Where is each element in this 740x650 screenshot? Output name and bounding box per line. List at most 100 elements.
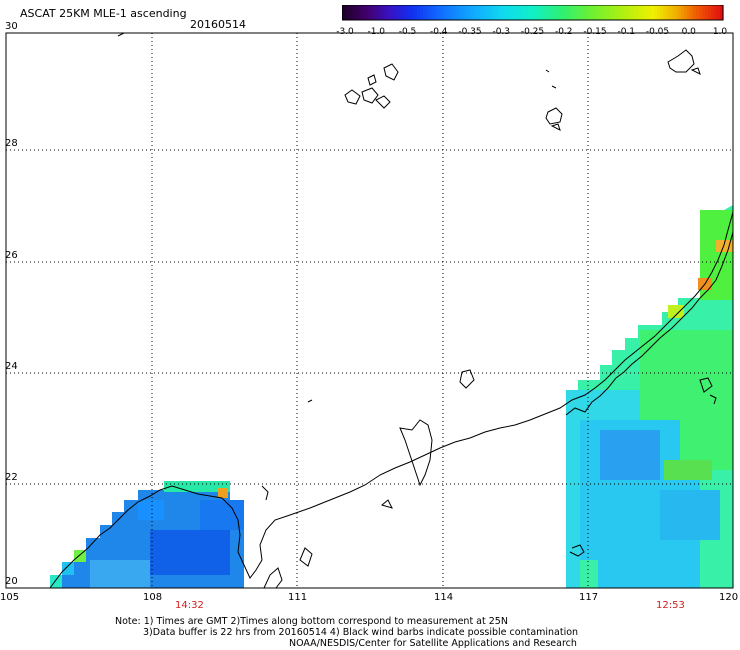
colorbar-label: -0.15 — [583, 27, 607, 37]
colorbar-cell — [399, 5, 403, 20]
x-axis-label: 108 — [143, 592, 163, 603]
colorbar-cell — [501, 5, 505, 20]
colorbar-cell — [417, 5, 421, 20]
map-date: 20160514 — [190, 18, 246, 31]
colorbar-label: -0.25 — [520, 27, 545, 37]
colorbar-cell — [561, 5, 565, 20]
colorbar-cell — [492, 5, 496, 20]
colorbar-cell — [360, 5, 364, 20]
colorbar-cell — [666, 5, 670, 20]
colorbar-cell — [552, 5, 556, 20]
colorbar-cell — [462, 5, 466, 20]
colorbar-label: -0.05 — [645, 27, 670, 37]
colorbar-cell — [543, 5, 547, 20]
coastline — [49, 32, 734, 589]
colorbar-cell — [609, 5, 613, 20]
colorbar-cell — [474, 5, 478, 20]
colorbar-cell — [348, 5, 352, 20]
colorbar-cell — [342, 5, 346, 20]
colorbar-label: 1.0 — [712, 27, 728, 37]
colorbar-cell — [372, 5, 376, 20]
colorbar-cell — [414, 5, 418, 20]
colorbar-cell — [573, 5, 577, 20]
colorbar-cell — [351, 5, 355, 20]
colorbar-cell — [714, 5, 718, 20]
colorbar-cell — [432, 5, 436, 20]
colorbar-cell — [468, 5, 472, 20]
x-axis-label: 114 — [434, 592, 454, 603]
colorbar-cell — [570, 5, 574, 20]
colorbar-cell — [594, 5, 598, 20]
colorbar-cell — [588, 5, 592, 20]
colorbar-cell — [447, 5, 451, 20]
colorbar-cell — [444, 5, 448, 20]
colorbar-cell — [675, 5, 679, 20]
colorbar-cell — [381, 5, 385, 20]
colorbar-cell — [708, 5, 712, 20]
colorbar-cell — [477, 5, 481, 20]
note-line-2: 3)Data buffer is 22 hrs from 20160514 4)… — [143, 627, 579, 638]
colorbar-cell — [585, 5, 589, 20]
colorbar-cell — [423, 5, 427, 20]
colorbar-label: -0.2 — [554, 27, 573, 37]
colorbar-cell — [510, 5, 514, 20]
colorbar-cell — [699, 5, 703, 20]
y-axis-label: 30 — [5, 21, 18, 32]
colorbar-cell — [717, 5, 721, 20]
colorbar-cell — [567, 5, 571, 20]
colorbar-cell — [642, 5, 646, 20]
colorbar-cell — [519, 5, 523, 20]
colorbar-cell — [615, 5, 619, 20]
colorbar-label: -0.5 — [398, 27, 417, 37]
colorbar-cell — [528, 5, 532, 20]
time-left: 14:32 — [175, 600, 204, 611]
colorbar-cell — [696, 5, 700, 20]
colorbar-cell — [456, 5, 460, 20]
colorbar-cell — [603, 5, 607, 20]
colorbar-label: -0.4 — [429, 27, 448, 37]
colorbar-label: 0.0 — [681, 27, 696, 37]
colorbar-label: -0.35 — [458, 27, 482, 37]
colorbar-label: -3.0 — [336, 27, 354, 37]
colorbar-cell — [672, 5, 676, 20]
colorbar-cell — [531, 5, 535, 20]
colorbar-cell — [396, 5, 400, 20]
colorbar-cell — [525, 5, 529, 20]
colorbar-cell — [354, 5, 358, 20]
colorbar-cell — [420, 5, 424, 20]
colorbar-cell — [591, 5, 595, 20]
colorbar-label: -0.3 — [492, 27, 511, 37]
colorbar-cell — [579, 5, 583, 20]
x-axis-label: 105 — [0, 592, 20, 603]
colorbar-cell — [651, 5, 655, 20]
colorbar-cell — [480, 5, 484, 20]
colorbar-cell — [705, 5, 709, 20]
colorbar-cell — [618, 5, 622, 20]
y-axis-label: 24 — [5, 361, 18, 372]
x-axis-label: 111 — [288, 592, 308, 603]
colorbar-cell — [711, 5, 715, 20]
colorbar-cell — [504, 5, 508, 20]
colorbar-cell — [639, 5, 643, 20]
colorbar-cell — [393, 5, 397, 20]
colorbar-cell — [657, 5, 661, 20]
colorbar-cell — [429, 5, 433, 20]
colorbar-cell — [426, 5, 430, 20]
note-line-3: NOAA/NESDIS/Center for Satellite Applica… — [289, 638, 577, 649]
colorbar-cell — [369, 5, 373, 20]
colorbar-cell — [624, 5, 628, 20]
colorbar-cell — [516, 5, 520, 20]
colorbar-cell — [645, 5, 649, 20]
colorbar-cell — [522, 5, 526, 20]
colorbar-cell — [540, 5, 544, 20]
colorbar-cell — [684, 5, 688, 20]
colorbar-cell — [405, 5, 409, 20]
colorbar-cell — [636, 5, 640, 20]
colorbar-cell — [549, 5, 553, 20]
colorbar-cell — [408, 5, 412, 20]
colorbar-cell — [387, 5, 391, 20]
colorbar-cell — [654, 5, 658, 20]
colorbar-cell — [513, 5, 517, 20]
colorbar-cell — [465, 5, 469, 20]
colorbar-label: -1.0 — [367, 27, 386, 37]
